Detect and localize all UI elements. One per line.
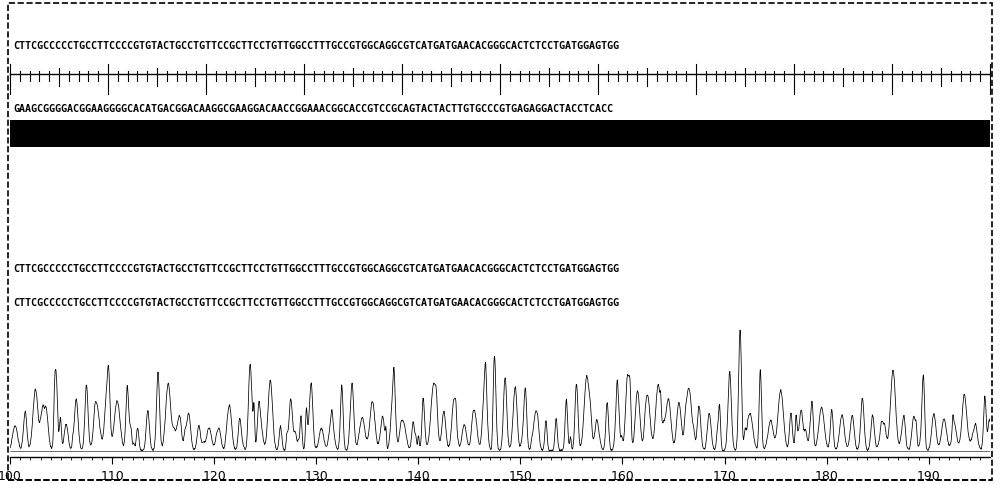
Text: GAAGCGGGGACGGAAGGGGCACATGACGGACAAGGCGAAGGACAACCGGAAACGGCACCGTCCGCAGTACTACTTGTGCC: GAAGCGGGGACGGAAGGGGCACATGACGGACAAGGCGAAG… bbox=[13, 104, 613, 114]
Text: CTTCGCCCCCTGCCTTCCCCGTGTACTGCCTGTTCCGCTTCCTGTTGGCCTTTGCCGTGGCAGGCGTCATGATGAACACG: CTTCGCCCCCTGCCTTCCCCGTGTACTGCCTGTTCCGCTT… bbox=[13, 264, 619, 273]
Bar bbox=[10, 121, 990, 148]
Text: CTTCGCCCCCTGCCTTCCCCGTGTACTGCCTGTTCCGCTTCCTGTTGGCCTTTGCCGTGGCAGGCGTCATGATGAACACG: CTTCGCCCCCTGCCTTCCCCGTGTACTGCCTGTTCCGCTT… bbox=[13, 41, 619, 51]
Text: CTTCGCCCCCTGCCTTCCCCGTGTACTGCCTGTTCCGCTTCCTGTTGGCCTTTGCCGTGGCAGGCGTCATGATGAACACG: CTTCGCCCCCTGCCTTCCCCGTGTACTGCCTGTTCCGCTT… bbox=[13, 298, 619, 307]
